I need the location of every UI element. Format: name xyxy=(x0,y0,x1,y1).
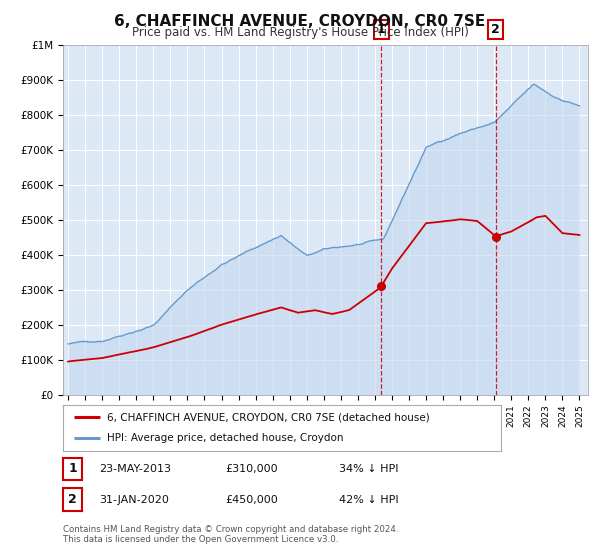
Text: 1: 1 xyxy=(377,23,386,36)
Text: 34% ↓ HPI: 34% ↓ HPI xyxy=(339,464,398,474)
Text: 2: 2 xyxy=(68,493,77,506)
Text: Contains HM Land Registry data © Crown copyright and database right 2024.: Contains HM Land Registry data © Crown c… xyxy=(63,525,398,534)
Text: HPI: Average price, detached house, Croydon: HPI: Average price, detached house, Croy… xyxy=(107,433,343,444)
Text: £450,000: £450,000 xyxy=(225,494,278,505)
Text: 6, CHAFFINCH AVENUE, CROYDON, CR0 7SE (detached house): 6, CHAFFINCH AVENUE, CROYDON, CR0 7SE (d… xyxy=(107,412,430,422)
Text: 31-JAN-2020: 31-JAN-2020 xyxy=(99,494,169,505)
Text: Price paid vs. HM Land Registry's House Price Index (HPI): Price paid vs. HM Land Registry's House … xyxy=(131,26,469,39)
Text: 2: 2 xyxy=(491,23,500,36)
Text: 42% ↓ HPI: 42% ↓ HPI xyxy=(339,494,398,505)
Text: 23-MAY-2013: 23-MAY-2013 xyxy=(99,464,171,474)
Text: This data is licensed under the Open Government Licence v3.0.: This data is licensed under the Open Gov… xyxy=(63,535,338,544)
Text: 1: 1 xyxy=(68,462,77,475)
Text: 6, CHAFFINCH AVENUE, CROYDON, CR0 7SE: 6, CHAFFINCH AVENUE, CROYDON, CR0 7SE xyxy=(115,14,485,29)
Text: £310,000: £310,000 xyxy=(225,464,278,474)
